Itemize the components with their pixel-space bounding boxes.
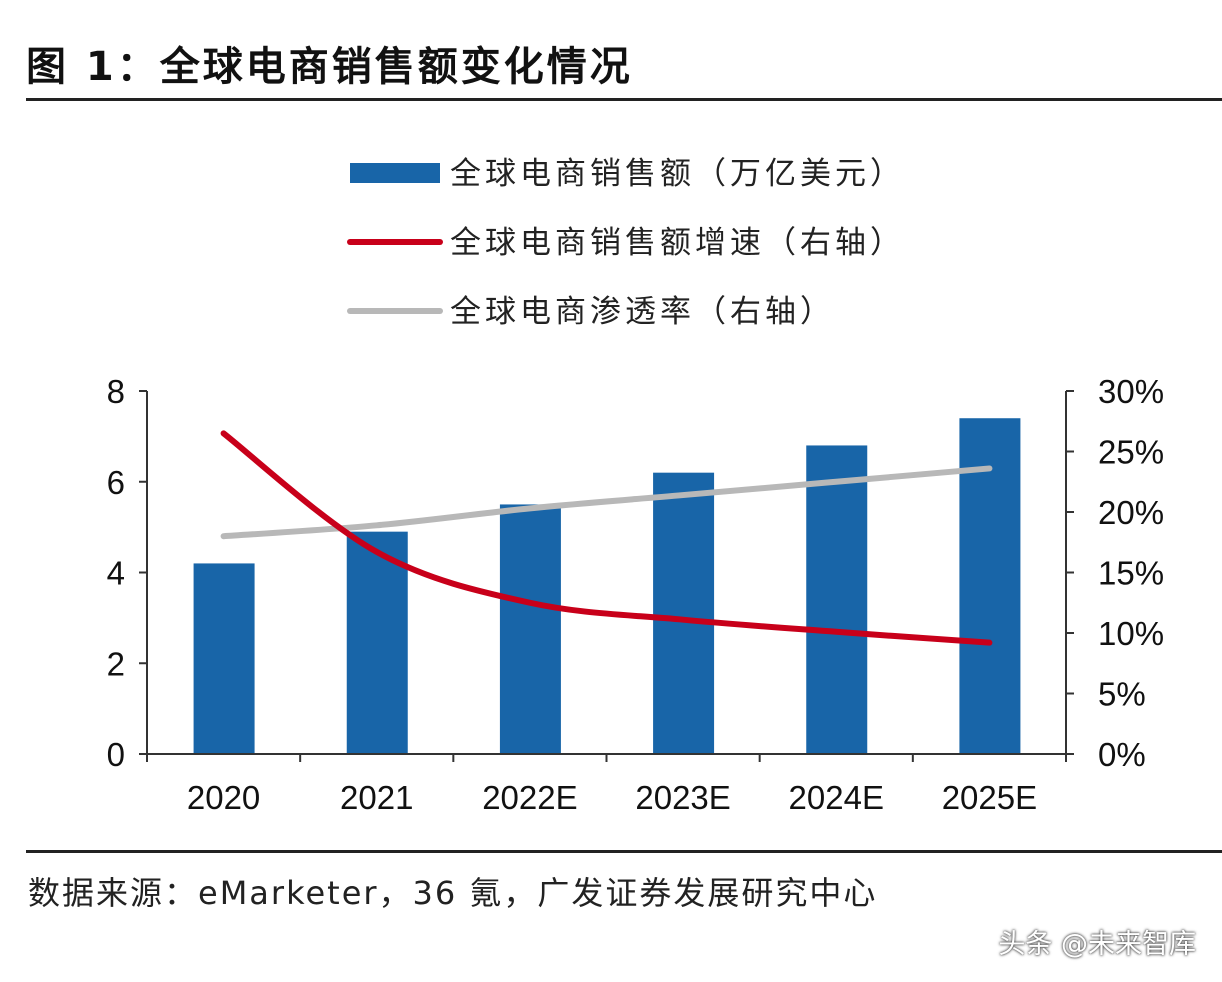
title-divider (26, 98, 1222, 101)
right-tick-label: 20% (1098, 494, 1164, 531)
left-tick-label: 4 (107, 555, 125, 592)
watermark: 头条 @未来智库 (998, 929, 1196, 960)
bar-2023E (653, 472, 715, 754)
left-tick-label: 2 (107, 645, 125, 682)
bar-2021 (346, 531, 408, 754)
legend-label: 全球电商渗透率（右轴） (450, 294, 835, 330)
legend-label: 全球电商销售额增速（右轴） (450, 225, 905, 261)
x-tick-label: 2025E (942, 779, 1037, 816)
bar-2024E (806, 445, 868, 754)
bar-2020 (193, 563, 255, 754)
left-tick-label: 0 (107, 736, 125, 773)
growth-rate-line (220, 430, 993, 646)
right-tick-label: 0% (1098, 736, 1146, 773)
x-tick-label: 2023E (635, 779, 730, 816)
x-tick-label: 2022E (482, 779, 577, 816)
right-tick-label: 5% (1098, 676, 1146, 713)
source-divider (26, 850, 1222, 853)
right-tick-label: 25% (1098, 434, 1164, 471)
right-tick-label: 10% (1098, 615, 1164, 652)
penetration-rate-line (220, 465, 993, 540)
legend-label: 全球电商销售额（万亿美元） (450, 156, 905, 192)
source-note: 数据来源：eMarketer，36 氪，广发证券发展研究中心 (28, 874, 878, 912)
left-tick-label: 6 (107, 464, 125, 501)
x-tick-label: 2024E (789, 779, 884, 816)
x-tick-label: 2021 (340, 779, 413, 816)
bar-2022E (499, 504, 561, 754)
x-tick-label: 2020 (187, 779, 260, 816)
legend-swatch-bar (350, 163, 440, 183)
bar-2025E (959, 418, 1021, 754)
right-tick-label: 30% (1098, 373, 1164, 410)
right-tick-label: 15% (1098, 555, 1164, 592)
figure-title: 图 1：全球电商销售额变化情况 (26, 44, 633, 90)
left-tick-label: 8 (107, 373, 125, 410)
